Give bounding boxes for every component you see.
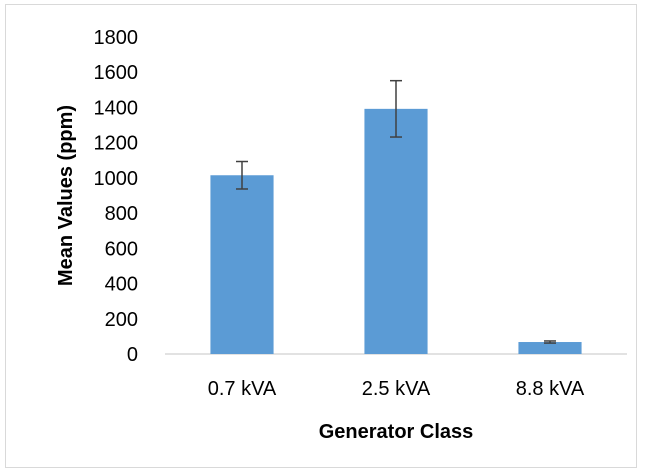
error-bar-1: [390, 79, 402, 138]
bar-2: [518, 342, 582, 354]
y-tick-label-4: 800: [105, 203, 138, 225]
y-tick-label-8: 1600: [94, 62, 139, 84]
error-bar-0: [236, 160, 248, 190]
bar-0: [210, 175, 274, 354]
bars: [210, 108, 582, 354]
y-tick-label-9: 1800: [94, 27, 139, 49]
y-tick-labels: 0 200 400 600 800 1000 1200 1400 1600 1800: [94, 27, 139, 366]
y-tick-label-3: 600: [105, 238, 138, 260]
error-bar-2: [544, 340, 556, 344]
x-tick-label-2: 8.8 kVA: [516, 378, 585, 400]
x-tick-labels: 0.7 kVA 2.5 kVA 8.8 kVA: [208, 378, 585, 400]
y-tick-label-2: 400: [105, 274, 138, 296]
y-axis-title: Mean Values (ppm): [55, 105, 77, 286]
x-tick-label-1: 2.5 kVA: [362, 378, 431, 400]
y-tick-label-0: 0: [127, 344, 138, 366]
y-tick-label-5: 1000: [94, 168, 139, 190]
y-tick-label-1: 200: [105, 309, 138, 331]
bar-1: [364, 108, 428, 354]
y-tick-label-7: 1400: [94, 97, 139, 119]
x-tick-label-0: 0.7 kVA: [208, 378, 277, 400]
y-tick-label-6: 1200: [94, 133, 139, 155]
x-axis-title: Generator Class: [319, 421, 474, 443]
chart-frame: [5, 4, 637, 468]
error-bars: [236, 79, 556, 344]
